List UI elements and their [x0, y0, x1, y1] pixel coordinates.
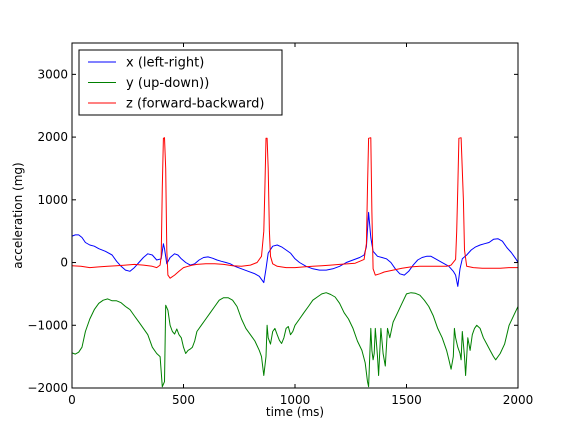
- legend-label-x: x (left-right): [126, 56, 204, 71]
- ticks-layer: 0 500 1000 1500 2000 −2000 −1000 0 1000 2000 3000: [27, 43, 533, 407]
- y-tick-label: 0: [60, 256, 68, 270]
- y-tick-label: 2000: [37, 130, 68, 144]
- y-tick-label: −1000: [27, 318, 68, 332]
- x-tick-label: 2000: [503, 393, 534, 407]
- x-tick-label: 500: [172, 393, 195, 407]
- legend: x (left-right) y (up-down)) z (forward-bac…: [78, 49, 283, 116]
- y-tick-label: −2000: [27, 381, 68, 395]
- series-line-y: [72, 292, 518, 388]
- series-line-x: [72, 211, 518, 287]
- x-tick-label: 0: [68, 393, 76, 407]
- legend-label-z: z (forward-backward): [126, 97, 265, 112]
- y-tick-label: 1000: [37, 193, 68, 207]
- legend-label-y: y (up-down)): [126, 76, 209, 91]
- x-tick-label: 1000: [280, 393, 311, 407]
- x-tick-label: 1500: [391, 393, 422, 407]
- x-axis-label: time (ms): [266, 405, 324, 419]
- series-layer: [72, 137, 518, 388]
- y-axis-label: acceleration (mg): [11, 162, 25, 268]
- series-line-z: [72, 137, 518, 279]
- y-tick-label: 3000: [37, 67, 68, 81]
